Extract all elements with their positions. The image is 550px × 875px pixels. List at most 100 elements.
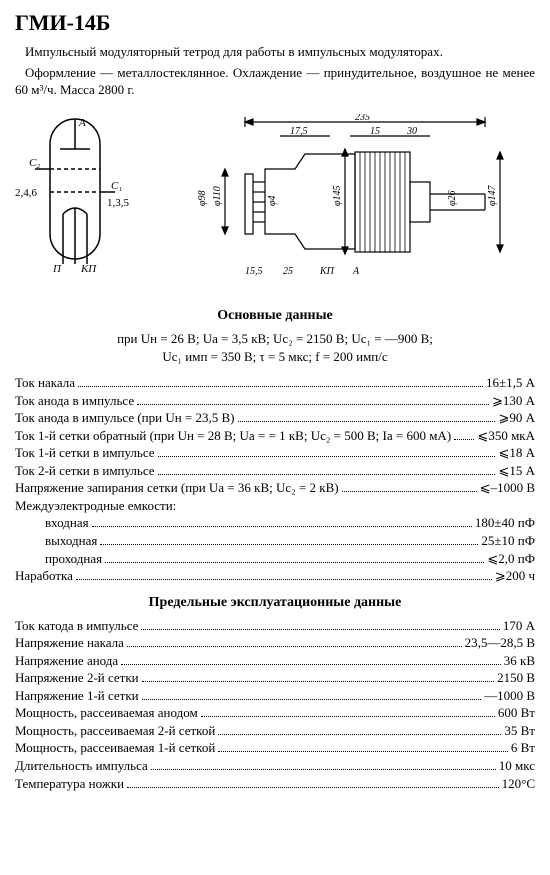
data-value: 10 мкс xyxy=(499,757,535,775)
dots xyxy=(142,671,494,682)
dots xyxy=(142,688,481,699)
data-label: Ток накала xyxy=(15,374,75,392)
mechanical-diagram: 235 17,5 15 30 φ98 φ110 φ4 φ145 φ26 φ147… xyxy=(155,114,535,293)
schematic-label-kp: КП xyxy=(80,263,97,274)
schematic-label-a: А xyxy=(78,117,86,129)
dim-30: 30 xyxy=(406,126,417,137)
data-value: 23,5—28,5 В xyxy=(465,634,535,652)
dim-155: 15,5 xyxy=(245,266,263,277)
dots xyxy=(454,428,474,439)
dots xyxy=(342,481,477,492)
data-row: Мощность, рассеиваемая 1-й сеткой6 Вт xyxy=(15,739,535,757)
dots xyxy=(92,516,472,527)
data-row: Мощность, рассеиваемая 2-й сеткой 35 Вт xyxy=(15,722,535,740)
diagram-area: А С₂ С₁ 2,4,6 1,3,5 П КП xyxy=(15,114,535,293)
data-row: Напряжение 2-й сетки2150 В xyxy=(15,669,535,687)
description-line-1: Импульсный модуляторный тетрод для работ… xyxy=(15,44,535,61)
data-label: входная xyxy=(15,514,89,532)
data-value: 180±40 пФ xyxy=(475,514,535,532)
narabotka-row: Наработка ⩾200 ч xyxy=(15,567,535,585)
schematic-label-pins-right: 1,3,5 xyxy=(107,197,130,209)
dim-235: 235 xyxy=(355,114,370,123)
data-label: проходная xyxy=(15,550,102,568)
conditions-line-2: Uс₁ имп = 350 В; τ = 5 мкс; f = 200 имп/… xyxy=(15,348,535,366)
data-row: Мощность, рассеиваемая анодом 600 Вт xyxy=(15,704,535,722)
data-row: проходная ⩽2,0 пФ xyxy=(15,550,535,568)
dots xyxy=(121,653,501,664)
data-label: Мощность, рассеиваемая 2-й сеткой xyxy=(15,722,215,740)
section-main-title: Основные данные xyxy=(15,308,535,324)
data-value: ⩽350 мкА xyxy=(477,427,535,445)
dim-dia110: φ110 xyxy=(212,186,223,206)
dots xyxy=(158,446,496,457)
dim-dia4: φ4 xyxy=(267,195,278,206)
data-row: выходная25±10 пФ xyxy=(15,532,535,550)
narabotka-label: Наработка xyxy=(15,567,73,585)
narabotka-value: ⩾200 ч xyxy=(495,567,535,585)
dots xyxy=(218,724,501,735)
data-value: 16±1,5 А xyxy=(486,374,535,392)
data-row: Ток анода в импульсе ⩾130 А xyxy=(15,392,535,410)
data-label: Мощность, рассеиваемая анодом xyxy=(15,704,198,722)
data-value: ⩽2,0 пФ xyxy=(487,550,535,568)
dim-dia141: φ147 xyxy=(487,184,498,206)
main-data-list: Ток накала 16±1,5 А Ток анода в импульсе ⩾1… xyxy=(15,374,535,497)
data-label: Ток анода в импульсе xyxy=(15,392,134,410)
dots xyxy=(218,741,508,752)
dots xyxy=(201,706,495,717)
dots xyxy=(141,618,499,629)
data-label: Напряжение анода xyxy=(15,652,118,670)
data-row: Ток 1-й сетки в импульсе ⩽18 А xyxy=(15,444,535,462)
dots xyxy=(137,393,489,404)
data-value: 35 Вт xyxy=(504,722,535,740)
data-value: 36 кВ xyxy=(504,652,535,670)
data-value: 120°С xyxy=(502,775,535,793)
data-row: входная 180±40 пФ xyxy=(15,514,535,532)
dim-dia26: φ26 xyxy=(447,190,458,206)
dots xyxy=(105,551,484,562)
data-value: ⩽15 А xyxy=(498,462,535,480)
dots xyxy=(76,569,492,580)
data-label: Напряжение накала xyxy=(15,634,124,652)
dots xyxy=(100,534,478,545)
dots xyxy=(238,411,496,422)
limits-data-list: Ток катода в импульсе170 АНапряжение нак… xyxy=(15,617,535,792)
data-row: Температура ножки 120°С xyxy=(15,775,535,793)
dim-dia98: φ98 xyxy=(197,190,208,206)
dim-175: 17,5 xyxy=(290,126,308,137)
inter-capacitance-label: Междуэлектродные емкости: xyxy=(15,497,535,515)
data-value: 600 Вт xyxy=(498,704,535,722)
data-label: Ток анода в импульсе (при Uн = 23,5 В) xyxy=(15,409,235,427)
dim-25: 25 xyxy=(283,266,293,277)
schematic-label-c2: С₂ xyxy=(29,157,40,169)
data-value: 170 А xyxy=(503,617,535,635)
data-row: Напряжение анода 36 кВ xyxy=(15,652,535,670)
data-row: Ток катода в импульсе170 А xyxy=(15,617,535,635)
data-row: Ток 2-й сетки в импульсе ⩽15 А xyxy=(15,462,535,480)
conditions: при Uн = 26 В; Uа = 3,5 кВ; Uс₂ = 2150 В… xyxy=(15,330,535,366)
data-label: Ток 2-й сетки в импульсе xyxy=(15,462,155,480)
data-value: —1000 В xyxy=(484,687,535,705)
data-value: ⩽18 А xyxy=(498,444,535,462)
data-value: ⩾130 А xyxy=(492,392,535,410)
dim-15: 15 xyxy=(370,126,380,137)
data-label: Напряжение запирания сетки (при Uа = 36 … xyxy=(15,479,339,497)
schematic-label-p: П xyxy=(52,263,62,274)
data-row: Ток 1-й сетки обратный (при Uн = 28 В; U… xyxy=(15,427,535,445)
data-row: Напряжение накала 23,5—28,5 В xyxy=(15,634,535,652)
data-label: Температура ножки xyxy=(15,775,124,793)
data-row: Напряжение 1-й сетки—1000 В xyxy=(15,687,535,705)
dots xyxy=(158,463,496,474)
dots xyxy=(127,776,499,787)
data-value: ⩾90 А xyxy=(498,409,535,427)
data-value: ⩽–1000 В xyxy=(480,479,535,497)
mech-label-a: А xyxy=(352,266,360,277)
dim-dia145: φ145 xyxy=(332,185,343,206)
data-label: Ток 1-й сетки в импульсе xyxy=(15,444,155,462)
data-row: Ток накала 16±1,5 А xyxy=(15,374,535,392)
data-label: Ток 1-й сетки обратный (при Uн = 28 В; U… xyxy=(15,427,451,445)
dots xyxy=(151,759,496,770)
data-row: Ток анода в импульсе (при Uн = 23,5 В) ⩾9… xyxy=(15,409,535,427)
mech-label-kp: КП xyxy=(319,266,335,277)
data-label: Длительность импульса xyxy=(15,757,148,775)
